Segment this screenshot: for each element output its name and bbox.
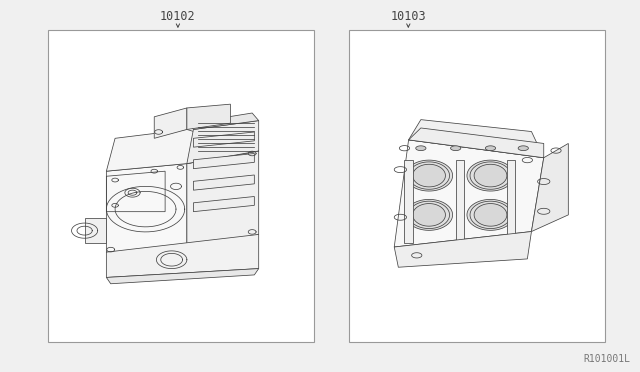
- Polygon shape: [467, 199, 514, 230]
- Polygon shape: [193, 196, 254, 212]
- Polygon shape: [106, 269, 259, 284]
- Polygon shape: [193, 154, 254, 169]
- Polygon shape: [408, 128, 544, 158]
- Polygon shape: [531, 144, 568, 231]
- Polygon shape: [413, 203, 445, 226]
- Polygon shape: [187, 121, 259, 164]
- Polygon shape: [187, 151, 259, 252]
- Polygon shape: [189, 113, 259, 129]
- Polygon shape: [394, 140, 544, 247]
- Polygon shape: [193, 175, 254, 190]
- Polygon shape: [507, 160, 515, 243]
- Polygon shape: [416, 146, 426, 151]
- Polygon shape: [518, 146, 529, 151]
- Polygon shape: [106, 234, 259, 278]
- Polygon shape: [406, 160, 452, 191]
- Polygon shape: [406, 199, 452, 230]
- Polygon shape: [451, 146, 461, 151]
- Polygon shape: [485, 146, 495, 151]
- Polygon shape: [474, 203, 507, 226]
- Polygon shape: [394, 231, 531, 267]
- Text: 10103: 10103: [390, 10, 426, 23]
- Bar: [48, 30, 314, 342]
- Polygon shape: [106, 164, 187, 252]
- Polygon shape: [413, 164, 445, 187]
- Polygon shape: [106, 129, 259, 171]
- Polygon shape: [456, 160, 464, 243]
- Bar: [349, 30, 605, 342]
- Polygon shape: [467, 160, 514, 191]
- Polygon shape: [474, 164, 507, 187]
- Polygon shape: [193, 132, 254, 147]
- Text: R101001L: R101001L: [584, 354, 630, 364]
- Polygon shape: [84, 218, 106, 243]
- Polygon shape: [408, 120, 544, 158]
- Text: 10102: 10102: [160, 10, 196, 23]
- Polygon shape: [154, 108, 187, 138]
- Polygon shape: [187, 104, 230, 129]
- Polygon shape: [404, 160, 413, 243]
